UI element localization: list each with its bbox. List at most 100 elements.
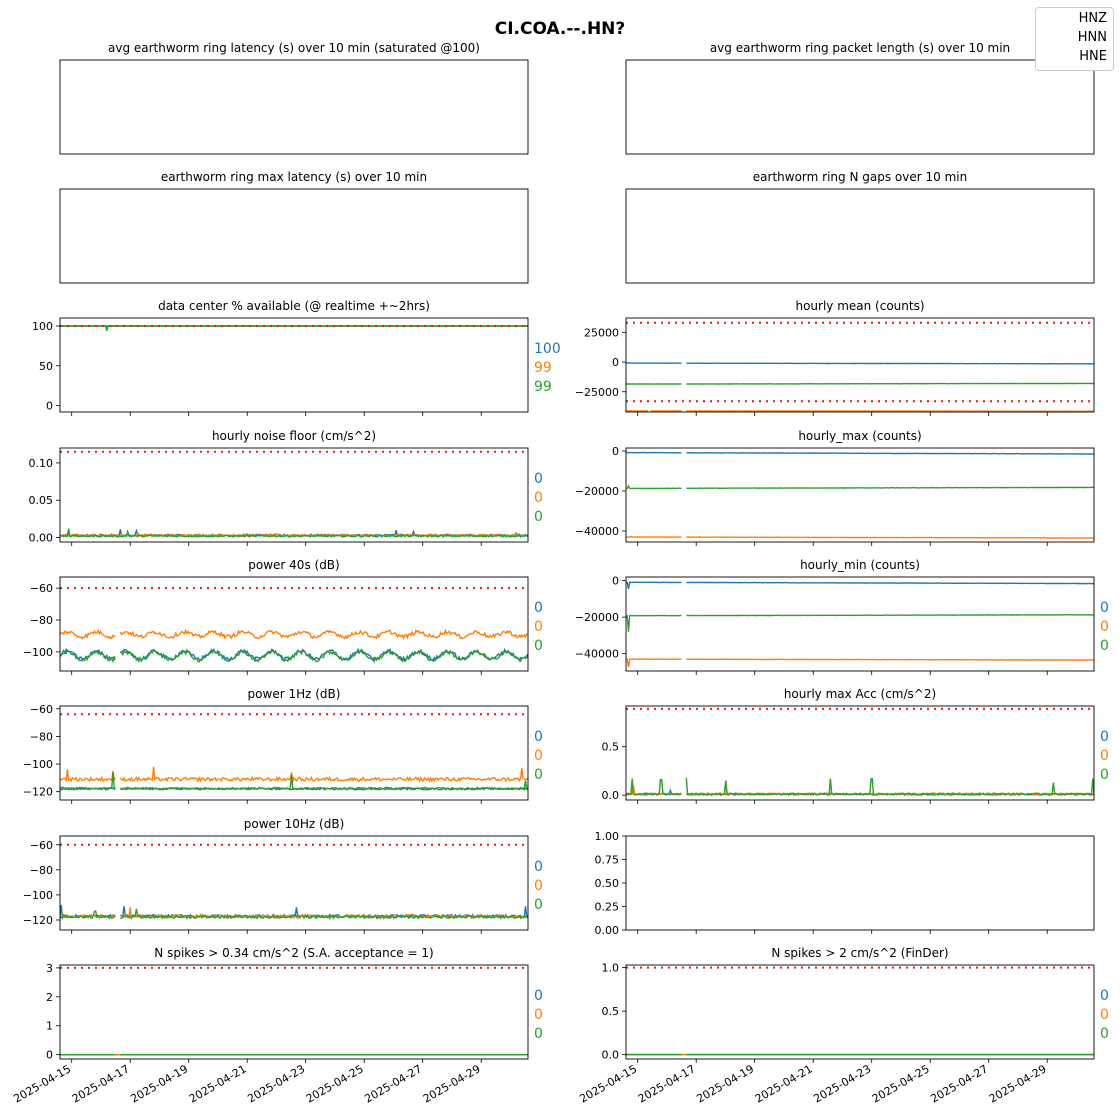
legend: HNZ HNN HNE [1035,7,1114,71]
series-line-hnz [626,581,1094,590]
subplot-hourly_max: hourly_max (counts) −40000 −20000 0 [575,429,1095,546]
end-label: 0 [534,619,543,635]
y-tick-label: 0 [612,575,619,588]
y-tick-label: −25000 [575,386,619,399]
axes-frame [625,835,1095,931]
y-tick-label: 0.25 [595,901,620,914]
y-tick-label: −20000 [575,485,619,498]
subplot-title: power 1Hz (dB) [248,687,341,701]
subplot-power_1hz: power 1Hz (dB) −120 −100 −80 −60 0 0 0 [23,687,543,804]
y-tick-label: −60 [30,839,53,852]
subplot-n_gaps: earthworm ring N gaps over 10 min [625,170,1095,284]
end-label: 0 [534,471,543,487]
y-tick-label: −100 [23,646,53,659]
end-label: 0 [534,1026,543,1042]
y-tick-label: 1 [46,1020,53,1033]
y-tick-label: 0.0 [602,789,620,802]
end-label: 0 [1100,600,1109,616]
end-label: 0 [534,859,543,875]
end-label: 0 [534,878,543,894]
subplot-hourly_mean: hourly mean (counts) −25000 0 25000 [575,299,1095,416]
axes-frame [59,447,529,543]
legend-item-hne: HNE [1079,49,1107,64]
x-tick-label: 2025-04-23 [245,1062,307,1105]
y-tick-label: −80 [30,614,53,627]
series-line-hne [60,528,528,539]
figure-title: CI.COA.--.HN? [494,19,626,39]
end-label: 100 [534,341,561,357]
subplot-title: avg earthworm ring packet length (s) ove… [710,41,1010,55]
end-label: 0 [1100,767,1109,783]
axes-frame [625,576,1095,672]
subplot-spikes_2: N spikes > 2 cm/s^2 (FinDer) 0.0 0.5 1.0 202… [577,946,1109,1106]
end-label: 0 [1100,988,1109,1004]
y-tick-label: −80 [30,730,53,743]
y-tick-label: 0.0 [602,1049,620,1062]
x-tick-label: 2025-04-21 [187,1062,249,1105]
end-label: 0 [534,509,543,525]
y-tick-label: 50 [39,360,53,373]
y-tick-label: 0 [46,400,53,413]
subplot-availability: data center % available (@ realtime +~2h… [32,299,561,416]
legend-item-hnz: HNZ [1078,11,1107,26]
series-line-hnn [626,536,1094,539]
y-tick-label: 0 [612,356,619,369]
subplot-title: hourly_min (counts) [800,558,920,572]
end-label: 0 [1100,638,1109,654]
subplot-title: hourly max Acc (cm/s^2) [784,687,936,701]
end-label: 0 [534,988,543,1004]
subplot-title: hourly mean (counts) [795,299,924,313]
subplot-title: earthworm ring max latency (s) over 10 m… [161,170,427,184]
subplot-spikes_034: N spikes > 0.34 cm/s^2 (S.A. acceptance … [11,946,543,1106]
y-tick-label: 1.0 [602,962,620,975]
x-tick-label: 2025-04-27 [928,1062,990,1105]
axes-frame [625,447,1095,543]
x-tick-label: 2025-04-29 [421,1062,483,1105]
end-label: 0 [1100,1026,1109,1042]
y-tick-label: −120 [23,786,53,799]
axes-frame [625,59,1095,155]
series-line-hnz [626,362,1094,365]
end-label: 0 [534,1007,543,1023]
series-line-hne [626,382,1094,385]
y-tick-label: −100 [23,758,53,771]
series-line-hne [626,484,1094,490]
x-tick-label: 2025-04-17 [70,1062,132,1105]
y-tick-label: −80 [30,864,53,877]
axes-frame [625,705,1095,801]
y-tick-label: 0 [46,1049,53,1062]
end-label: 99 [534,360,552,376]
y-tick-label: −20000 [575,611,619,624]
subplot-avg_latency: avg earthworm ring latency (s) over 10 m… [59,41,529,155]
subplot-avg_packet_length: avg earthworm ring packet length (s) ove… [625,41,1095,155]
end-label: 0 [534,490,543,506]
y-tick-label: −60 [30,703,53,716]
subplot-title: hourly noise floor (cm/s^2) [212,429,376,443]
y-tick-label: 0.5 [602,1005,620,1018]
end-label: 0 [534,748,543,764]
end-label: 0 [1100,1007,1109,1023]
end-label: 0 [534,638,543,654]
x-tick-label: 2025-04-15 [11,1062,73,1105]
y-tick-label: −100 [23,889,53,902]
end-label: 0 [1100,619,1109,635]
subplot-title: N spikes > 0.34 cm/s^2 (S.A. acceptance … [154,946,433,960]
y-tick-label: 0 [612,445,619,458]
subplot-title: power 10Hz (dB) [244,817,345,831]
subplot-hourly_min: hourly_min (counts) −40000 −20000 0 0 0 0 [575,558,1109,675]
end-label: 0 [534,600,543,616]
subplot-max_acc: hourly max Acc (cm/s^2) 0.0 0.5 0 0 0 [602,687,1109,804]
x-tick-label: 2025-04-27 [362,1062,424,1105]
subplot-title: hourly_max (counts) [798,429,921,443]
y-tick-label: −60 [30,582,53,595]
subplot-noise_floor: hourly noise floor (cm/s^2) 0.00 0.05 0.10 0… [29,429,543,546]
y-tick-label: 0.00 [595,924,620,937]
y-tick-label: 3 [46,962,53,975]
axes-frame [625,188,1095,284]
end-label: 0 [1100,729,1109,745]
subplot-title: avg earthworm ring latency (s) over 10 m… [108,41,480,55]
y-tick-label: −40000 [575,525,619,538]
end-label: 99 [534,379,552,395]
subplot-power_40s: power 40s (dB) −100 −80 −60 0 0 0 [23,558,543,675]
